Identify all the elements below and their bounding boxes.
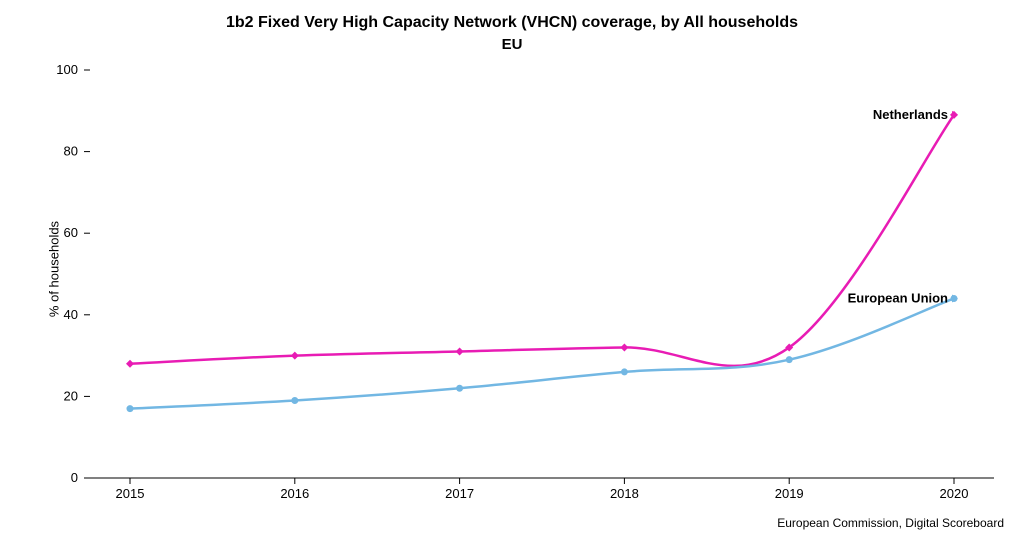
series-marker <box>786 356 793 363</box>
series-marker <box>291 397 298 404</box>
y-tick-label: 100 <box>56 62 78 77</box>
x-tick-label: 2020 <box>940 486 969 501</box>
y-tick-label: 40 <box>64 307 78 322</box>
x-tick-label: 2018 <box>610 486 639 501</box>
y-tick-label: 0 <box>71 470 78 485</box>
series-marker <box>456 385 463 392</box>
y-tick-label: 80 <box>64 144 78 159</box>
series-marker <box>127 405 134 412</box>
series-marker <box>126 360 134 368</box>
x-tick-label: 2016 <box>280 486 309 501</box>
series-marker <box>621 368 628 375</box>
chart-svg: 0 20 40 60 80 100 2015 2016 2017 2018 2019 2020 Neth… <box>0 0 1024 538</box>
series-marker <box>456 348 464 356</box>
x-tick-label: 2017 <box>445 486 474 501</box>
x-tick-label: 2015 <box>116 486 145 501</box>
series-label-netherlands: Netherlands <box>873 107 948 122</box>
chart-container: 1b2 Fixed Very High Capacity Network (VH… <box>0 0 1024 538</box>
series-label-european-union: European Union <box>848 290 948 305</box>
series-marker <box>291 352 299 360</box>
y-tick-label: 20 <box>64 388 78 403</box>
x-tick-label: 2019 <box>775 486 804 501</box>
series-line-netherlands <box>130 115 954 366</box>
series-line-european-union <box>130 298 954 408</box>
y-tick-label: 60 <box>64 225 78 240</box>
series-marker <box>620 343 628 351</box>
